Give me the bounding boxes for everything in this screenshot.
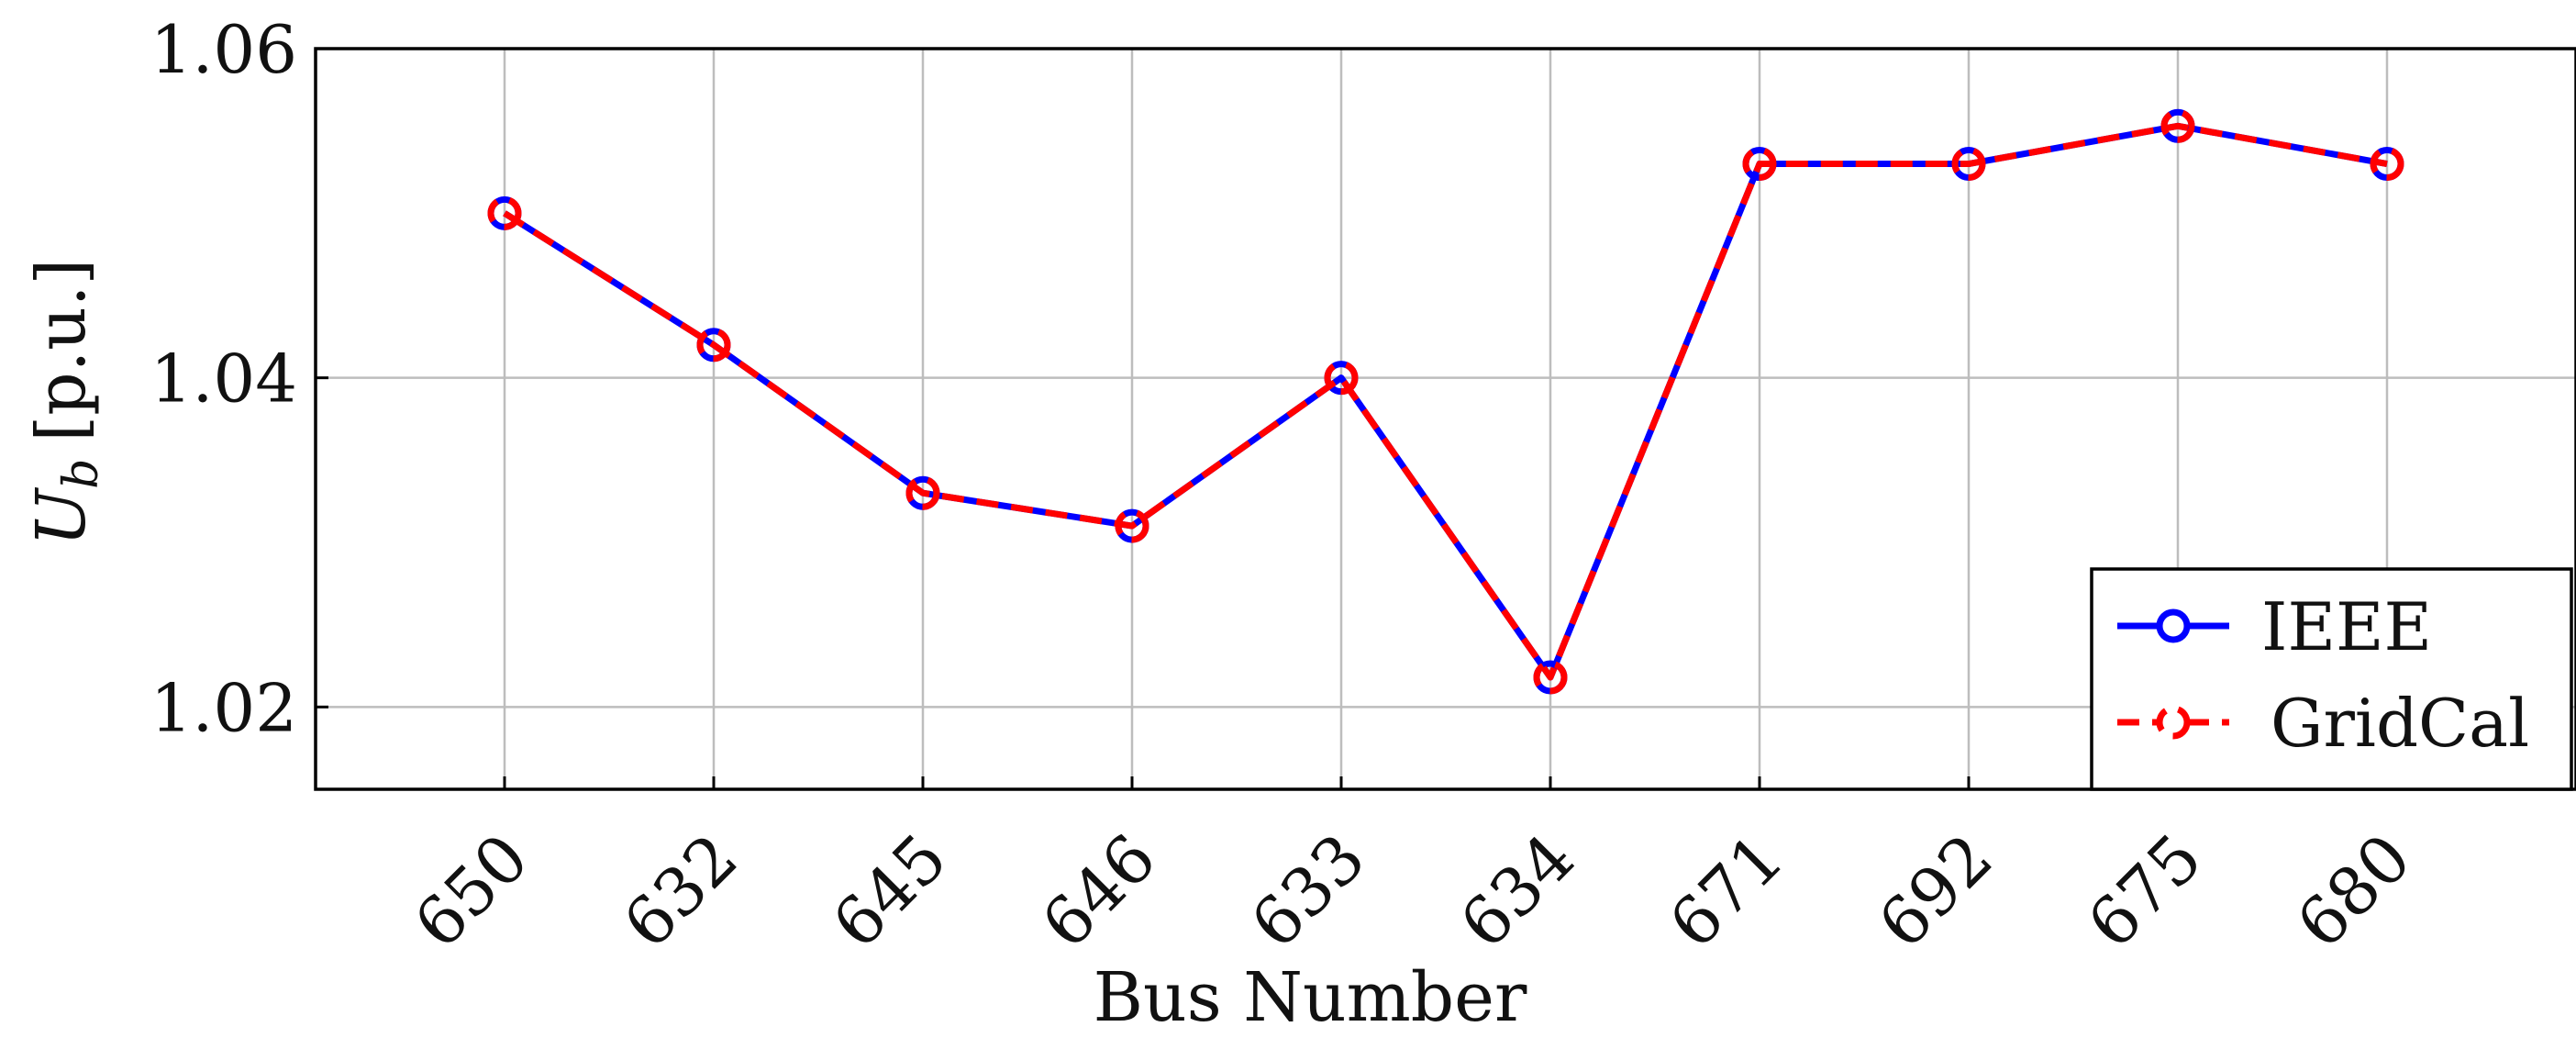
plot-frame (314, 47, 2576, 791)
x-tick-label: 632 (608, 820, 752, 964)
legend-label-ieee: IEEE (2261, 588, 2432, 665)
x-tick-label: 680 (2282, 820, 2426, 964)
y-tick-label: 1.02 (150, 669, 297, 746)
x-tick-label: 633 (1236, 820, 1380, 964)
legend-items: IEEE GridCal (2117, 588, 2529, 762)
legend-marker-ieee (2156, 608, 2191, 643)
y-axis-label-subscript: b (54, 459, 109, 489)
legend: IEEE GridCal (2090, 567, 2573, 791)
x-tick-label: 675 (2072, 820, 2216, 964)
data-point-gridcal (1742, 147, 1777, 182)
data-point-gridcal (1951, 147, 1986, 182)
legend-label-gridcal: GridCal (2271, 685, 2529, 762)
x-tick-label: 634 (1445, 820, 1589, 964)
y-axis-ticks: 1.02 1.04 1.06 (150, 11, 328, 746)
data-point-gridcal (2370, 147, 2404, 182)
y-tick-label: 1.04 (150, 340, 297, 418)
data-point-gridcal (1324, 361, 1359, 396)
x-tick-label: 650 (399, 820, 543, 964)
y-tick-label: 1.06 (150, 11, 297, 88)
legend-box (2090, 567, 2573, 791)
y-axis-label-unit: [p.u.] (22, 259, 101, 442)
x-tick-label: 646 (1027, 820, 1171, 964)
data-point-gridcal (905, 475, 940, 510)
data-point-gridcal (487, 195, 522, 230)
x-axis-label: Bus Number (1094, 958, 1527, 1037)
data-point-gridcal (696, 328, 731, 363)
x-tick-label: 645 (817, 820, 961, 964)
data-point-gridcal (2160, 108, 2195, 143)
x-tick-label: 671 (1654, 820, 1798, 964)
x-axis-ticks: 650 632 645 646 633 634 671 692 675 680 (399, 776, 2426, 963)
legend-marker-gridcal (2156, 705, 2191, 740)
data-point-gridcal (1115, 508, 1149, 543)
plot-series (487, 108, 2404, 695)
y-axis-label: Ub [p.u.] (22, 259, 109, 547)
y-axis-label-main: U (22, 486, 101, 546)
series-line-gridcal (503, 122, 2388, 681)
x-tick-label: 692 (1863, 820, 2007, 964)
data-point-gridcal (1533, 660, 1568, 695)
